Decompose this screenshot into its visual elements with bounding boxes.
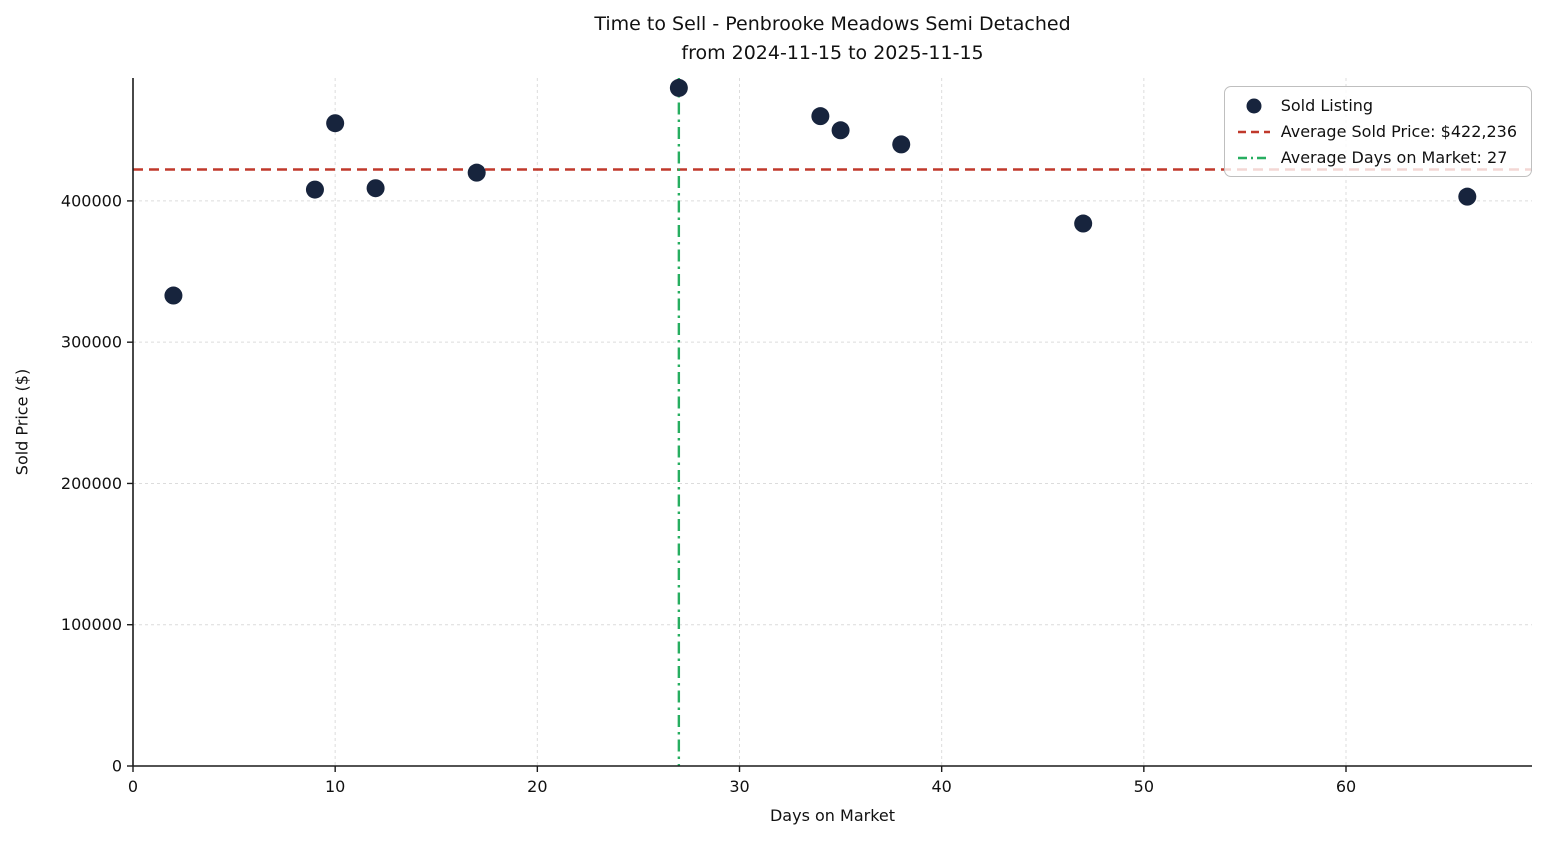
y-tick-label: 200000 [61, 474, 122, 493]
scatter-point [467, 163, 486, 182]
dashdot-line-icon [1237, 156, 1270, 159]
scatter-point [811, 107, 830, 126]
chart-subtitle: from 2024-11-15 to 2025-11-15 [681, 42, 984, 64]
legend: Sold Listing Average Sold Price: $422,23… [1223, 86, 1532, 177]
x-tick-label: 60 [1336, 777, 1356, 796]
legend-label: Average Days on Market: 27 [1280, 148, 1508, 167]
x-tick-label: 10 [325, 777, 345, 796]
legend-item-sold-listing: Sold Listing [1237, 96, 1517, 115]
y-tick-label: 0 [112, 757, 122, 776]
x-tick-label: 40 [931, 777, 951, 796]
scatter-point [366, 179, 385, 198]
scatter-point [1458, 187, 1477, 206]
scatter-point [164, 286, 183, 305]
scatter-point [305, 180, 324, 199]
y-tick-label: 300000 [61, 333, 122, 352]
y-tick-label: 100000 [61, 615, 122, 634]
scatter-point [831, 121, 850, 140]
scatter-point [326, 114, 345, 133]
x-tick-label: 50 [1134, 777, 1154, 796]
chart-title: Time to Sell - Penbrooke Meadows Semi De… [594, 13, 1071, 35]
x-tick-label: 0 [128, 777, 138, 796]
scatter-point [1074, 214, 1093, 233]
scatter-point [669, 78, 688, 97]
x-tick-label: 30 [729, 777, 749, 796]
scatter-point [892, 135, 911, 154]
x-axis-label: Days on Market [769, 806, 896, 825]
legend-label: Average Sold Price: $422,236 [1280, 122, 1517, 141]
y-tick-label: 400000 [61, 191, 122, 210]
dashed-line-icon [1237, 130, 1270, 133]
chart-title-block: Time to Sell - Penbrooke Meadows Semi De… [133, 10, 1532, 68]
legend-label: Sold Listing [1280, 96, 1374, 115]
y-axis-label: Sold Price ($) [12, 368, 32, 476]
x-tick-label: 20 [527, 777, 547, 796]
legend-item-avg-sold-price: Average Sold Price: $422,236 [1237, 122, 1517, 141]
scatter-marker-icon [1246, 98, 1262, 113]
legend-item-avg-days-on-market: Average Days on Market: 27 [1237, 148, 1517, 167]
